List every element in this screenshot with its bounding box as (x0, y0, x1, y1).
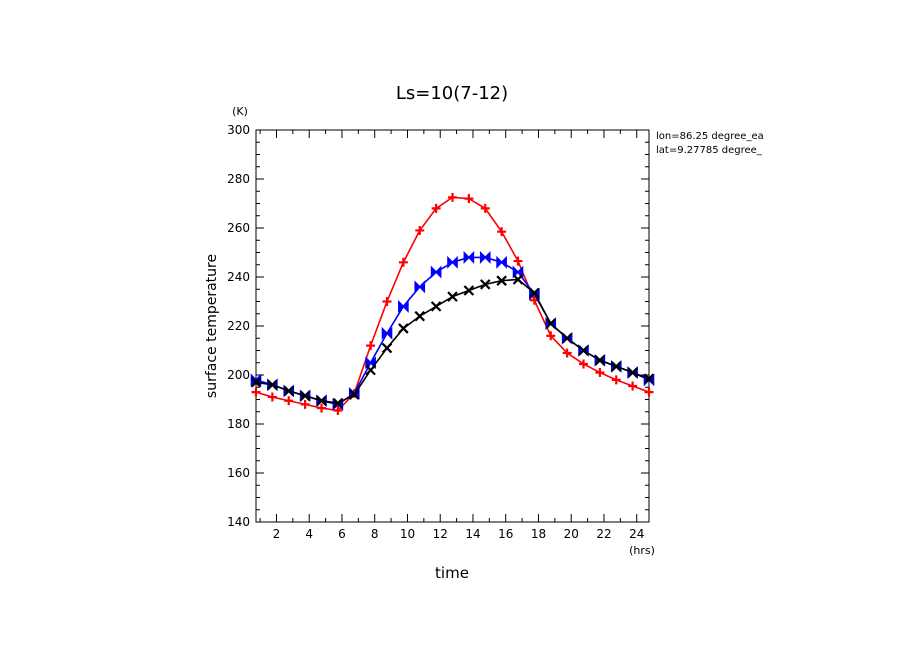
data-point (496, 255, 507, 269)
data-point (366, 341, 376, 351)
data-point (463, 250, 475, 264)
series-0 (251, 192, 654, 416)
data-point (381, 342, 393, 354)
x-unit-label: (hrs) (629, 544, 655, 557)
data-point (578, 345, 589, 356)
x-tick-label: 8 (371, 527, 379, 541)
x-tick-label: 16 (498, 527, 513, 541)
data-point (333, 406, 343, 416)
data-point (562, 348, 572, 358)
series-line-1 (255, 256, 650, 406)
chart-title: Ls=10(7-12) (396, 83, 508, 104)
data-point (512, 265, 524, 279)
data-point (348, 389, 360, 400)
data-point (431, 203, 441, 213)
data-point (382, 297, 392, 306)
data-point (512, 274, 524, 285)
data-point (398, 299, 409, 313)
data-point (299, 390, 311, 402)
data-point (365, 364, 376, 376)
data-point (595, 368, 605, 378)
x-axis-label: time (435, 564, 469, 582)
data-point (447, 291, 458, 302)
y-tick-label: 140 (227, 515, 250, 529)
data-point (529, 287, 540, 299)
data-point (430, 301, 442, 312)
x-tick-label: 24 (629, 527, 644, 541)
data-point (480, 203, 490, 213)
data-point (267, 379, 278, 391)
y-tick-label: 220 (227, 319, 250, 333)
data-point (250, 377, 262, 388)
y-tick-label: 280 (227, 172, 250, 186)
data-point (381, 326, 393, 340)
y-tick-label: 180 (227, 417, 250, 431)
annotation-lon: lon=86.25 degree_ea (656, 131, 764, 142)
series-2 (250, 274, 655, 409)
data-point (627, 367, 638, 378)
plot-frame (255, 129, 650, 523)
data-point (398, 257, 408, 267)
data-point (448, 192, 457, 202)
data-point (300, 399, 310, 409)
annotation-lat: lat=9.27785 degree_ (656, 145, 763, 156)
data-point (561, 332, 573, 344)
x-tick-label: 14 (465, 527, 480, 541)
data-point (414, 280, 426, 294)
data-point (513, 256, 523, 266)
data-point (398, 323, 409, 334)
data-point (415, 225, 425, 235)
data-point (579, 359, 588, 369)
x-tick-label: 2 (273, 527, 281, 541)
data-point (464, 194, 474, 204)
data-point (316, 395, 327, 407)
data-point (546, 331, 556, 341)
data-point (545, 318, 557, 329)
data-point (365, 356, 376, 370)
y-tick-label: 240 (227, 270, 250, 284)
data-point (251, 387, 261, 397)
data-point (332, 397, 344, 409)
x-tick-label: 22 (596, 527, 611, 541)
data-point (611, 375, 621, 385)
series-1 (250, 250, 655, 411)
y-tick-label: 260 (227, 221, 250, 235)
data-point (610, 361, 622, 372)
x-tick-label: 18 (531, 527, 546, 541)
data-point (414, 310, 426, 322)
data-point (267, 392, 277, 402)
data-point (594, 355, 606, 366)
data-point (497, 227, 507, 237)
series-group (250, 192, 655, 416)
data-point (447, 255, 458, 269)
data-point (463, 285, 475, 296)
data-point (479, 279, 491, 290)
y-tick-label: 200 (227, 368, 250, 382)
data-point (479, 250, 491, 264)
data-point (430, 265, 442, 279)
x-tick-label: 6 (338, 527, 346, 541)
data-point (628, 381, 638, 391)
y-tick-label: 160 (227, 466, 250, 480)
data-point (643, 373, 655, 384)
x-tick-label: 10 (400, 527, 415, 541)
data-point (283, 385, 295, 397)
data-point (496, 275, 507, 286)
x-tick-label: 4 (305, 527, 313, 541)
y-axis-label: surface temperature (204, 254, 220, 398)
x-tick-label: 12 (433, 527, 448, 541)
y-tick-label: 300 (227, 123, 250, 137)
y-unit-label: (K) (232, 105, 248, 118)
data-point (284, 396, 294, 406)
series-line-0 (255, 196, 650, 412)
data-point (644, 387, 654, 397)
data-point (317, 403, 326, 413)
x-tick-label: 20 (564, 527, 579, 541)
